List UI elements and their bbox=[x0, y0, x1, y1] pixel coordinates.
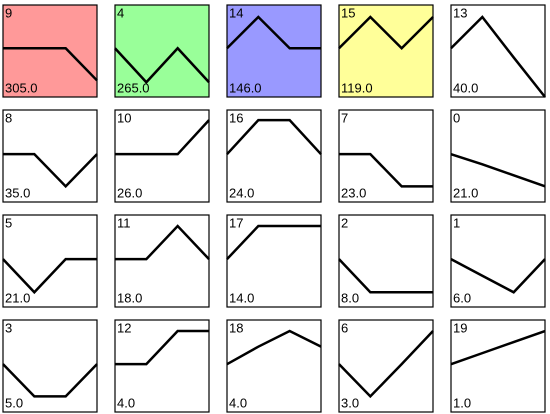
panel-annotation: 1.0 bbox=[453, 395, 471, 410]
profile-line bbox=[2, 257, 97, 295]
panel-background bbox=[3, 5, 97, 97]
panel-annotation: 26.0 bbox=[117, 185, 142, 200]
panel-title: 3 bbox=[5, 320, 12, 335]
panel-annotation: 18.0 bbox=[117, 290, 142, 305]
panel-background bbox=[339, 5, 433, 97]
panel-background bbox=[115, 320, 209, 412]
panel-background bbox=[451, 110, 545, 202]
panel-annotation: 4.0 bbox=[229, 395, 247, 410]
panel-frame bbox=[2, 109, 98, 203]
panel-annotation: 3.0 bbox=[341, 395, 359, 410]
panel-annotation: 23.0 bbox=[341, 185, 366, 200]
panel-annotation: 5.0 bbox=[5, 395, 23, 410]
profile-line bbox=[115, 329, 209, 366]
profile-line bbox=[338, 330, 434, 399]
panel-frame bbox=[226, 214, 322, 308]
profile-line bbox=[226, 329, 322, 366]
panel-title: 8 bbox=[5, 110, 12, 125]
panel-frame bbox=[450, 319, 546, 413]
profile-line bbox=[226, 118, 322, 156]
panel-frame bbox=[114, 4, 210, 98]
panel-annotation: 21.0 bbox=[453, 185, 478, 200]
panel-title: 2 bbox=[341, 215, 348, 230]
panel-frame bbox=[450, 214, 546, 308]
panel-title: 5 bbox=[5, 215, 12, 230]
panel-frame bbox=[338, 214, 434, 308]
panel-frame bbox=[226, 109, 322, 203]
panel-title: 4 bbox=[117, 5, 124, 20]
panel-frame bbox=[450, 109, 546, 203]
panel-title: 9 bbox=[5, 5, 12, 20]
panel-annotation: 24.0 bbox=[229, 185, 254, 200]
panel-frame bbox=[226, 319, 322, 413]
profile-line bbox=[450, 329, 546, 366]
panel-title: 6 bbox=[341, 320, 348, 335]
panel-background bbox=[115, 5, 209, 97]
panel-annotation: 14.0 bbox=[229, 290, 254, 305]
panel-annotation: 40.0 bbox=[453, 80, 478, 95]
panel-frame bbox=[338, 109, 434, 203]
panel-background bbox=[227, 110, 321, 202]
panel-background bbox=[451, 215, 545, 307]
panel-title: 12 bbox=[117, 320, 131, 335]
panel-title: 7 bbox=[341, 110, 348, 125]
profile-line bbox=[338, 258, 433, 294]
panel-background bbox=[339, 320, 433, 412]
panel-background bbox=[227, 320, 321, 412]
profile-line bbox=[3, 152, 98, 189]
profile-line bbox=[115, 224, 210, 261]
panel-frame bbox=[114, 109, 210, 203]
panel-annotation: 6.0 bbox=[453, 290, 471, 305]
profile-line bbox=[338, 15, 434, 51]
panel-title: 15 bbox=[341, 5, 355, 20]
panel-title: 14 bbox=[229, 5, 243, 20]
panel-annotation: 35.0 bbox=[5, 185, 30, 200]
panel-frame bbox=[2, 4, 98, 98]
panel-frame bbox=[114, 214, 210, 308]
panel-title: 11 bbox=[117, 215, 131, 230]
profile-line bbox=[3, 46, 98, 82]
panel-frame bbox=[226, 4, 322, 98]
panel-frame bbox=[2, 319, 98, 413]
panel-annotation: 265.0 bbox=[117, 80, 150, 95]
profile-line bbox=[339, 152, 433, 188]
profile-line bbox=[450, 258, 546, 294]
profile-line bbox=[115, 119, 210, 156]
profile-line bbox=[226, 224, 321, 261]
profile-line bbox=[450, 15, 546, 98]
panel-title: 19 bbox=[453, 320, 467, 335]
profile-line bbox=[2, 363, 98, 398]
panel-frame bbox=[2, 214, 98, 308]
panel-title: 10 bbox=[117, 110, 131, 125]
panel-background bbox=[227, 215, 321, 307]
panel-background bbox=[3, 215, 97, 307]
panel-frame bbox=[338, 4, 434, 98]
panel-annotation: 4.0 bbox=[117, 395, 135, 410]
panel-annotation: 119.0 bbox=[341, 80, 373, 95]
panel-title: 17 bbox=[229, 215, 243, 230]
panel-title: 18 bbox=[229, 320, 243, 335]
panel-frame bbox=[338, 319, 434, 413]
panel-title: 16 bbox=[229, 110, 243, 125]
panel-background bbox=[227, 5, 321, 97]
panel-background bbox=[3, 110, 97, 202]
panel-background bbox=[451, 5, 545, 97]
panel-frame bbox=[114, 319, 210, 413]
panel-title: 1 bbox=[453, 215, 460, 230]
panel-frame bbox=[450, 4, 546, 98]
panel-title: 13 bbox=[453, 5, 467, 20]
profile-line bbox=[114, 46, 210, 85]
panel-title: 0 bbox=[453, 110, 460, 125]
panel-annotation: 305.0 bbox=[5, 80, 38, 95]
panel-annotation: 21.0 bbox=[5, 290, 30, 305]
panel-annotation: 146.0 bbox=[229, 80, 262, 95]
panel-background bbox=[115, 110, 209, 202]
panel-background bbox=[115, 215, 209, 307]
profile-line bbox=[226, 15, 321, 50]
panel-annotation: 8.0 bbox=[341, 290, 359, 305]
profile-line bbox=[450, 152, 546, 188]
